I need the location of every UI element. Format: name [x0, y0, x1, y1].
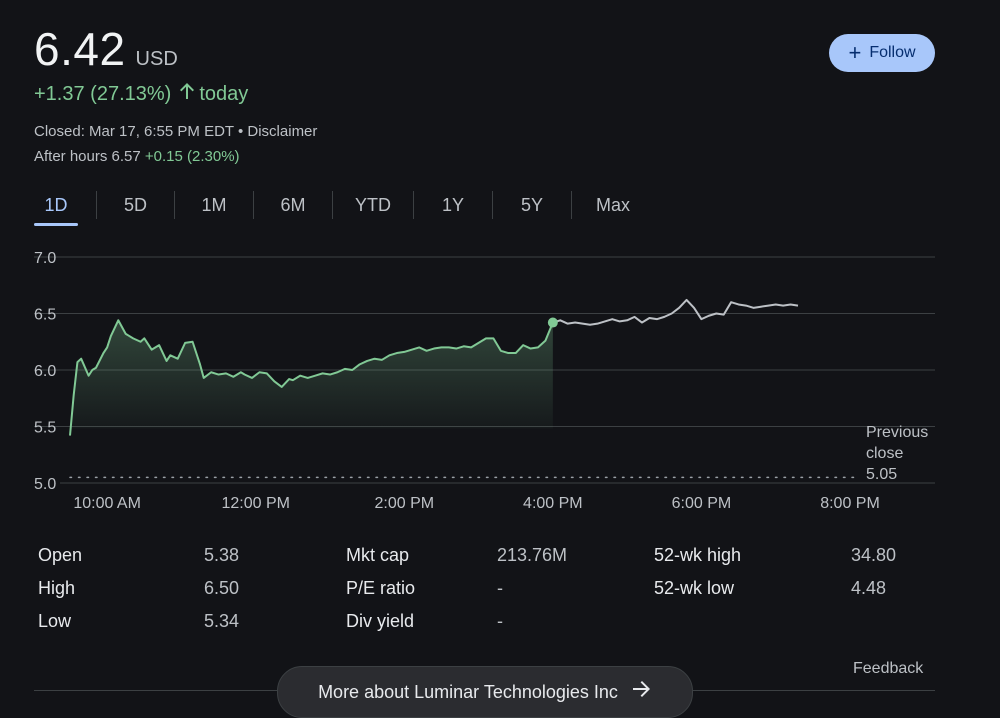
tab-6m[interactable]: 6M [280, 194, 306, 215]
y-tick-label: 7.0 [34, 250, 56, 267]
follow-label: Follow [869, 44, 916, 61]
tab-ytd[interactable]: YTD [355, 194, 391, 215]
stat-52wk-high-label: 52-wk high [654, 545, 742, 565]
stat-52wk-low-value: 4.48 [851, 578, 887, 598]
stat-pe-label: P/E ratio [346, 578, 416, 598]
market-close-point [547, 317, 558, 328]
arrow-right-icon [632, 680, 652, 704]
stat-open-label: Open [38, 545, 83, 565]
x-tick-label: 10:00 AM [73, 495, 141, 512]
previous-close-value: 5.05 [866, 466, 898, 483]
x-tick-label: 6:00 PM [672, 495, 732, 512]
change-period: today [199, 82, 249, 105]
price-header: 6.42 USD [34, 22, 178, 76]
y-tick-label: 6.0 [34, 363, 56, 380]
y-tick-label: 5.5 [34, 420, 56, 437]
stat-high-label: High [38, 578, 76, 598]
tab-divider [413, 191, 414, 219]
tab-1y[interactable]: 1Y [441, 194, 465, 215]
closed-disclaimer: Closed: Mar 17, 6:55 PM EDT • Disclaimer [34, 123, 318, 140]
currency-label: USD [135, 48, 178, 70]
x-tick-label: 4:00 PM [523, 495, 583, 512]
range-tabs: 1D 5D 1M 6M YTD 1Y 5Y Max [34, 190, 654, 226]
plus-icon: + [848, 40, 862, 65]
arrow-up-icon [179, 82, 195, 106]
previous-close-line1: Previous [866, 424, 929, 441]
after-hours-change: +0.15 (2.30%) [144, 148, 240, 165]
stat-high-value: 6.50 [204, 578, 240, 598]
stat-div-yield-value: - [497, 611, 503, 631]
stat-52wk-low-label: 52-wk low [654, 578, 735, 598]
change-value: +1.37 (27.13%) [34, 82, 172, 105]
regular-session-area [70, 320, 553, 436]
y-tick-label: 6.5 [34, 307, 56, 324]
follow-button[interactable]: + Follow [829, 34, 935, 72]
price-change: +1.37 (27.13%) today [34, 82, 248, 106]
tab-divider [492, 191, 493, 219]
tab-1m[interactable]: 1M [201, 194, 227, 215]
x-tick-label: 8:00 PM [820, 495, 880, 512]
tab-5y[interactable]: 5Y [520, 194, 544, 215]
regular-session-line [69, 319, 554, 436]
x-tick-label: 12:00 PM [221, 495, 289, 512]
after-hours-label: After hours 6.57 [34, 148, 141, 165]
previous-close-line2: close [866, 445, 904, 462]
tab-divider [253, 191, 254, 219]
y-tick-label: 5.0 [34, 476, 56, 493]
tab-divider [96, 191, 97, 219]
current-price: 6.42 [34, 23, 126, 75]
stat-open-value: 5.38 [204, 545, 240, 565]
feedback-link[interactable]: Feedback [853, 660, 924, 677]
more-about-button[interactable]: More about Luminar Technologies Inc [277, 666, 693, 718]
stat-mkt-cap-label: Mkt cap [346, 545, 410, 565]
tab-divider [332, 191, 333, 219]
tab-1d[interactable]: 1D [34, 190, 78, 226]
previous-close-label: Previous close 5.05 [866, 422, 928, 485]
after-hours-line [552, 298, 799, 326]
stat-low-label: Low [38, 611, 72, 631]
stat-52wk-high-value: 34.80 [851, 545, 897, 565]
stat-mkt-cap-value: 213.76M [497, 545, 568, 565]
x-tick-label: 2:00 PM [374, 495, 434, 512]
price-chart[interactable]: 7.0 6.5 6.0 5.5 5.0 10:00 AM 12:00 PM 2:00 PM 4… [0, 240, 1000, 520]
stat-low-value: 5.34 [204, 611, 240, 631]
more-about-label: More about Luminar Technologies Inc [318, 681, 618, 702]
tab-5d[interactable]: 5D [123, 194, 147, 215]
tab-max[interactable]: Max [595, 194, 630, 215]
tab-divider [571, 191, 572, 219]
stat-div-yield-label: Div yield [346, 611, 415, 631]
stat-pe-value: - [497, 578, 503, 598]
after-hours-info: After hours 6.57 +0.15 (2.30%) [34, 148, 240, 165]
tab-divider [174, 191, 175, 219]
